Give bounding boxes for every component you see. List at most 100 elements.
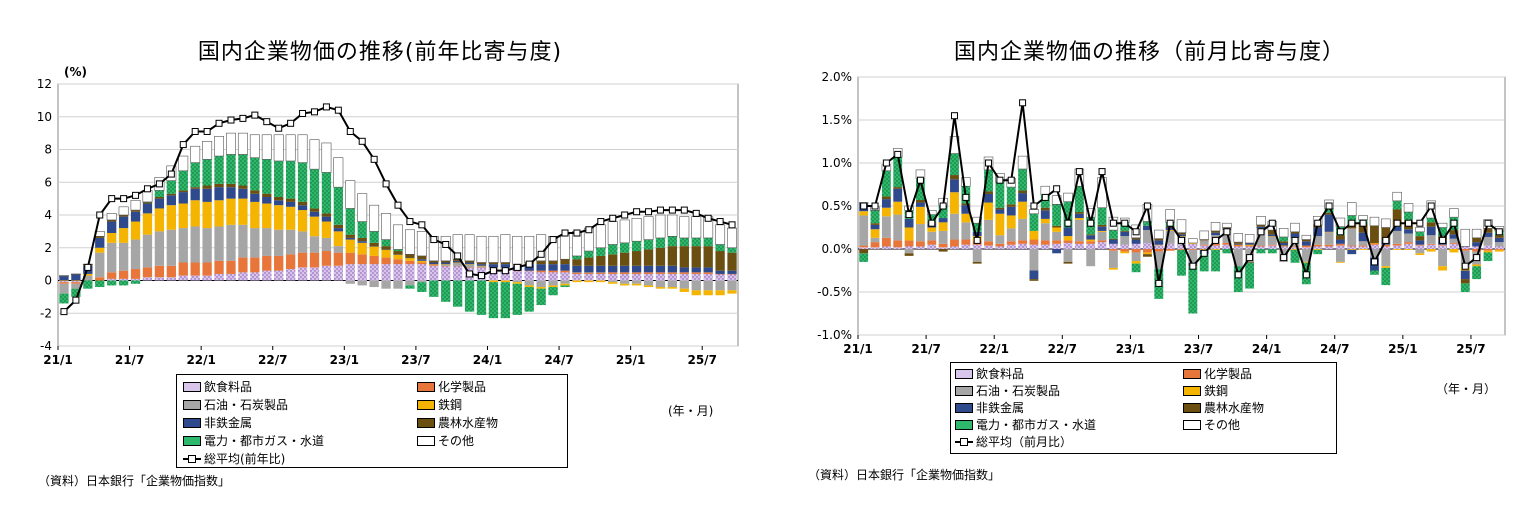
bar-segment-other <box>655 214 666 239</box>
bar-segment-electric <box>938 205 948 219</box>
bar-segment-electric <box>1097 207 1107 225</box>
bar-segment-other <box>1403 203 1414 213</box>
bar-segment-chem <box>369 255 379 265</box>
bar-segment-petro <box>1392 230 1402 244</box>
bar-segment-chem <box>1029 239 1039 245</box>
total-marker <box>1041 193 1049 201</box>
bar-segment-food <box>345 264 355 281</box>
total-marker <box>860 202 868 210</box>
bar-segment-electric <box>1370 270 1379 275</box>
bar-segment-chem <box>250 257 260 273</box>
bar-segment-chem <box>1074 241 1084 244</box>
bar-segment-petro <box>1381 249 1391 267</box>
legend-item-chem: 化学製品 <box>1183 365 1252 382</box>
bar-segment-electric <box>488 282 499 319</box>
bar-segment-steel <box>1404 249 1413 250</box>
bar-segment-steel <box>154 208 165 232</box>
legend-item-other: その他 <box>1183 416 1240 433</box>
total-marker <box>478 272 486 280</box>
legend-label: その他 <box>438 434 475 448</box>
total-marker <box>928 219 936 227</box>
bar-segment-steel <box>476 265 487 267</box>
bar-segment-agri <box>1370 225 1379 243</box>
bar-segment-nonferrous <box>1097 226 1107 231</box>
legend-label: 総平均（前月比） <box>976 435 1073 449</box>
bar-segment-steel <box>679 288 689 292</box>
x-tick-label: 21/1 <box>843 342 872 356</box>
bar-segment-food <box>596 273 606 281</box>
bar-segment-chem <box>727 273 737 275</box>
bar-segment-electric <box>1483 252 1493 262</box>
bar-segment-food <box>1472 246 1482 249</box>
bar-segment-electric <box>262 159 272 194</box>
legend-label: 鉄鋼 <box>438 398 463 412</box>
bar-segment-other <box>691 216 702 239</box>
bar-segment-food <box>620 273 630 281</box>
total-marker <box>430 236 438 244</box>
bar-segment-steel <box>130 221 141 240</box>
bar-segment-electric <box>393 249 403 252</box>
bar-segment-food <box>1494 246 1504 249</box>
total-marker <box>1143 202 1151 210</box>
bar-segment-other <box>1199 230 1209 240</box>
bar-segment-chem <box>1290 246 1300 248</box>
bar-segment-electric <box>524 287 534 312</box>
bar-segment-nonferrous <box>703 267 713 273</box>
bar-segment-chem <box>142 267 153 278</box>
bar-segment-nonferrous <box>596 265 606 273</box>
bar-segment-nonferrous <box>95 237 105 248</box>
bar-segment-petro <box>608 280 618 283</box>
bar-segment-chem <box>1335 243 1345 246</box>
bar-segment-agri <box>1460 279 1470 284</box>
bar-segment-petro <box>679 280 689 289</box>
bar-segment-chem <box>703 272 713 274</box>
bar-segment-nonferrous <box>631 265 642 273</box>
bar-segment-steel <box>643 285 654 288</box>
bar-segment-nonferrous <box>1313 227 1323 237</box>
bar-segment-petro <box>262 228 272 256</box>
bar-segment-steel <box>1199 249 1209 250</box>
bar-segment-chem <box>536 270 546 273</box>
bar-segment-nonferrous <box>1358 232 1368 242</box>
bar-segment-other <box>595 224 606 249</box>
bar-segment-steel <box>904 227 914 241</box>
bar-segment-electric <box>59 293 69 304</box>
bar-segment-agri <box>727 252 737 271</box>
bar-segment-petro <box>178 228 188 263</box>
bar-segment-electric <box>548 287 558 296</box>
bar-segment-petro <box>1347 228 1357 246</box>
bar-segment-steel <box>1018 201 1028 219</box>
bar-segment-chem <box>1222 242 1232 245</box>
bar-segment-other <box>369 204 380 232</box>
x-tick-label: 21/7 <box>911 342 940 356</box>
bar-segment-food <box>1392 245 1402 249</box>
bar-segment-food <box>1222 244 1232 249</box>
total-marker <box>916 176 924 184</box>
bar-segment-agri <box>441 260 451 263</box>
bar-segment-petro <box>1233 249 1243 267</box>
legend-swatch <box>183 399 201 410</box>
bar-segment-nonferrous <box>393 254 403 255</box>
bar-segment-chem <box>452 265 463 267</box>
bar-segment-chem <box>1211 243 1220 246</box>
bar-segment-agri <box>154 196 165 199</box>
bar-segment-food <box>1358 246 1368 249</box>
bar-segment-petro <box>859 215 869 246</box>
bar-segment-petro <box>655 280 666 288</box>
total-marker <box>609 214 617 222</box>
total-marker <box>275 124 283 132</box>
bar-segment-agri <box>584 257 594 266</box>
bar-segment-steel <box>405 257 415 261</box>
bar-segment-nonferrous <box>881 199 891 208</box>
bar-segment-steel <box>1040 218 1050 224</box>
legend-swatch <box>955 419 973 430</box>
bar-segment-food <box>643 273 654 281</box>
bar-segment-food <box>1245 246 1255 249</box>
bar-segment-chem <box>274 255 284 271</box>
bar-segment-petro <box>333 246 344 253</box>
bar-segment-petro <box>560 280 570 284</box>
bar-segment-steel <box>667 287 678 289</box>
bar-segment-agri <box>1074 212 1084 214</box>
x-tick-label: 23/7 <box>401 353 430 367</box>
bar-segment-nonferrous <box>667 265 678 273</box>
